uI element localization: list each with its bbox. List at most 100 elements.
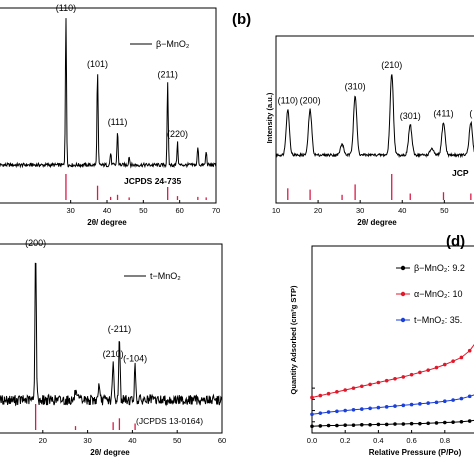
plot-frame-d (311, 245, 474, 434)
isotherm-point-0-19 (467, 419, 472, 423)
isotherm-point-0-18 (459, 419, 464, 424)
isotherm-point-2-9 (384, 405, 389, 409)
isotherm-point-2-4 (343, 408, 348, 413)
isotherm-point-1-12 (409, 372, 414, 377)
isotherm-point-2-15 (434, 400, 439, 405)
x-axis-label-a: 2θ/ degree (87, 218, 127, 227)
x-tick-label-c-2: 40 (128, 436, 136, 445)
x-tick-label-a-2: 50 (139, 206, 147, 215)
peak-label-a-1: (101) (87, 59, 108, 69)
peak-label-a-2: (111) (108, 117, 128, 127)
legend-marker-d-2 (400, 317, 406, 323)
isotherm-point-1-9 (384, 378, 389, 383)
peak-label-b-4: (301) (400, 111, 421, 121)
isotherm-point-0-10 (393, 422, 397, 426)
isotherm-point-2-10 (393, 404, 397, 408)
x-tick-label-c-4: 60 (218, 436, 226, 445)
x-tick-label-b-4: 50 (440, 206, 448, 215)
peak-label-a-4: (220) (167, 129, 188, 139)
isotherm-point-1-5 (351, 386, 356, 390)
isotherm-point-0-16 (443, 420, 447, 425)
y-axis-label-b: Intensity (a.u.) (265, 92, 274, 143)
isotherm-point-0-3 (335, 423, 339, 428)
x-tick-label-d-4: 0.8 (440, 436, 450, 445)
isotherm-point-2-2 (326, 410, 331, 414)
isotherm-point-2-14 (426, 401, 431, 405)
x-tick-label-c-3: 50 (173, 436, 181, 445)
isotherm-point-1-4 (343, 388, 348, 392)
isotherm-point-2-7 (368, 406, 372, 411)
x-axis-label-c: 2θ/ degree (90, 448, 130, 457)
peak-label-c-2: (-211) (108, 324, 131, 334)
isotherm-point-2-19 (467, 394, 472, 399)
legend-marker-d-0 (400, 265, 406, 271)
isotherm-point-1-7 (368, 382, 372, 387)
x-tick-label-d-3: 0.6 (406, 436, 416, 445)
x-axis-label-d: Relative Pressure (P/Po) (369, 448, 462, 457)
isotherm-point-1-18 (459, 355, 464, 360)
peak-label-b-6: ( (469, 109, 472, 119)
reference-card-c: (JCPDS 13-0164) (136, 416, 203, 426)
isotherm-point-0-0 (310, 424, 314, 429)
isotherm-point-2-5 (351, 408, 356, 412)
peak-label-b-2: (310) (345, 82, 366, 92)
peak-label-b-3: (210) (381, 60, 402, 70)
xrd-trace-a (0, 18, 217, 169)
isotherm-point-2-0 (310, 412, 314, 417)
x-tick-label-a-1: 40 (103, 206, 111, 215)
isotherm-point-1-17 (451, 359, 455, 363)
x-tick-label-c-1: 30 (83, 436, 91, 445)
x-tick-label-b-2: 30 (356, 206, 364, 215)
isotherm-point-1-3 (335, 390, 339, 394)
isotherm-point-2-3 (335, 409, 339, 414)
peak-label-c-1: (210) (103, 349, 124, 359)
legend-label-c: t−MnO₂ (150, 271, 181, 281)
isotherm-point-0-17 (451, 420, 455, 424)
isotherm-line-1 (311, 344, 474, 398)
isotherm-point-0-9 (384, 422, 389, 427)
isotherm-point-2-8 (376, 405, 381, 410)
xrd-trace-b (275, 74, 474, 159)
panel-label-b: (b) (232, 11, 251, 28)
isotherm-point-0-4 (343, 423, 348, 427)
isotherm-point-0-11 (401, 422, 406, 426)
isotherm-point-2-13 (418, 402, 422, 406)
isotherm-point-0-5 (351, 423, 356, 427)
x-tick-label-a-4: 70 (212, 206, 220, 215)
isotherm-point-0-1 (318, 424, 323, 428)
reference-card-a: JCPDS 24-735 (124, 176, 181, 186)
isotherm-point-1-8 (376, 380, 381, 385)
isotherm-point-1-19 (467, 348, 472, 353)
peak-label-b-1: (200) (300, 96, 321, 106)
panel-label-d: (d) (446, 233, 465, 250)
legend-marker-d-1 (400, 291, 406, 297)
x-tick-label-b-0: 10 (272, 206, 280, 215)
isotherm-point-2-17 (451, 398, 455, 402)
peak-label-c-0: (200) (25, 238, 46, 248)
isotherm-point-0-6 (360, 422, 364, 427)
plot-frame-a (0, 7, 217, 204)
peak-label-a-3: (211) (158, 70, 178, 80)
plot-frame-c (0, 243, 223, 434)
x-tick-label-b-3: 40 (398, 206, 406, 215)
isotherm-point-1-1 (318, 393, 323, 398)
legend-label-d-2: t−MnO₂: 35. (414, 315, 462, 325)
isotherm-point-0-15 (434, 421, 439, 425)
isotherm-point-1-11 (401, 375, 406, 379)
isotherm-point-2-6 (360, 407, 364, 411)
legend-label-d-0: β−MnO₂: 9.2 (414, 263, 465, 273)
peak-label-a-0: (110) (56, 3, 76, 13)
x-axis-label-b: 2θ/ degree (357, 218, 397, 227)
x-tick-label-a-3: 60 (175, 206, 183, 215)
isotherm-point-2-12 (409, 402, 414, 407)
peak-label-b-5: (411) (433, 109, 453, 119)
isotherm-point-0-14 (426, 421, 431, 426)
x-tick-label-c-0: 20 (39, 436, 47, 445)
isotherm-point-1-0 (310, 395, 314, 400)
isotherm-point-0-12 (409, 421, 414, 426)
isotherm-point-2-1 (318, 411, 323, 415)
peak-label-c-3: (-104) (123, 353, 147, 363)
legend-label-a: β−MnO₂ (156, 39, 190, 49)
isotherm-point-1-2 (326, 391, 331, 396)
